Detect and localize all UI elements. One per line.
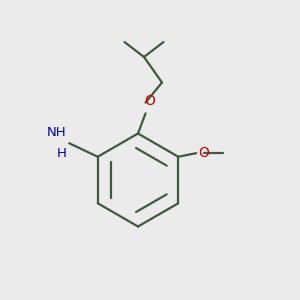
Text: H: H bbox=[56, 147, 66, 160]
Text: O: O bbox=[198, 146, 208, 160]
Text: NH: NH bbox=[46, 126, 66, 139]
Text: O: O bbox=[145, 94, 155, 108]
